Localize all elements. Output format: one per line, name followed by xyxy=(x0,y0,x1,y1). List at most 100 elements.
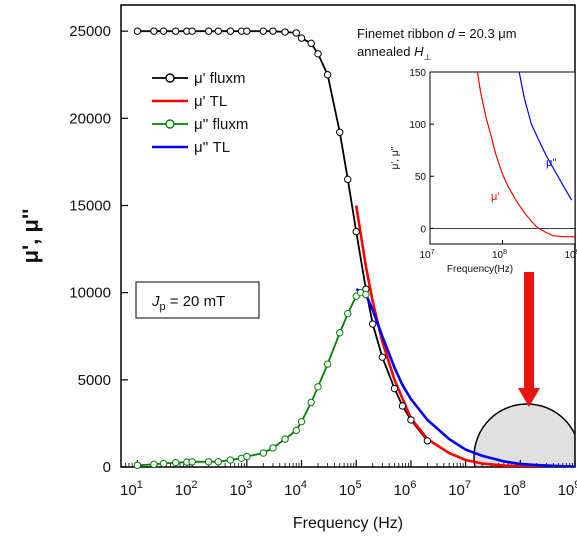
annotation-subscript: p xyxy=(160,301,166,313)
y-tick-label: 20000 xyxy=(69,110,111,127)
series-line-1 xyxy=(354,205,547,467)
inset-series-label: μ'' xyxy=(546,157,557,169)
inset-series-line-0 xyxy=(476,72,575,238)
inset-y-tick-label: 100 xyxy=(409,120,426,131)
series-0-point xyxy=(336,128,344,136)
red-arrow-shaft xyxy=(524,272,534,390)
inset-x-tick-label: 109 xyxy=(564,249,577,261)
series-2-point xyxy=(314,383,322,391)
series-2-point xyxy=(259,449,268,457)
inset-title-line1: Finemet ribbon d = 20.3 μm xyxy=(357,26,517,41)
series-2-point xyxy=(150,460,158,469)
y-tick-label: 25000 xyxy=(69,23,111,40)
annotation-symbol: J xyxy=(151,293,160,310)
series-0-point xyxy=(314,50,322,58)
series-2-point xyxy=(323,360,332,368)
x-tick-label: 105 xyxy=(339,479,362,499)
inset-x-tick-label: 107 xyxy=(419,249,434,261)
x-tick-label: 104 xyxy=(284,479,307,499)
inset-xaxis-label: Frequency(Hz) xyxy=(447,264,513,275)
legend-label: μ'' fluxm xyxy=(194,116,248,133)
series-line-0 xyxy=(137,30,429,442)
series-2-point xyxy=(171,458,180,467)
series-0-point xyxy=(188,27,196,35)
y-tick-label: 0 xyxy=(103,459,111,476)
main-xaxis-label: Frequency (Hz) xyxy=(293,515,403,532)
x-tick-label: 103 xyxy=(229,479,252,499)
inset-axis-ticks: 0 50 100 150 107 108 109 μ'' μ' xyxy=(409,68,577,261)
y-tick-label: 5000 xyxy=(78,372,111,389)
legend-label: μ' fluxm xyxy=(194,70,246,87)
inset-x-tick-label: 108 xyxy=(492,249,507,261)
series-0-point xyxy=(204,27,213,35)
series-0-point xyxy=(226,27,235,35)
series-0-point xyxy=(352,227,360,236)
series-2-point xyxy=(159,459,168,468)
x-tick-label: 106 xyxy=(394,479,417,499)
main-yaxis-label: μ', μ'' xyxy=(18,209,43,264)
series-0-point xyxy=(390,384,399,393)
series-0-point xyxy=(398,402,407,410)
series-0-point xyxy=(307,39,315,48)
series-0-point xyxy=(378,353,387,361)
annotation-text: Jp = 20 mT xyxy=(151,293,225,313)
annotation-box xyxy=(135,281,260,319)
legend-marker xyxy=(165,73,175,83)
inset-y-tick-label: 150 xyxy=(409,68,426,79)
inset-series-group xyxy=(476,72,575,238)
series-0-point xyxy=(297,34,306,42)
inset-series-label: μ' xyxy=(491,191,499,203)
y-tick-label: 15000 xyxy=(69,197,111,214)
series-0-point xyxy=(368,320,377,328)
series-2-point xyxy=(214,458,222,466)
series-2-point xyxy=(188,458,196,466)
series-0-point xyxy=(171,27,180,35)
series-0-point xyxy=(281,28,289,36)
inset-y-tick-label: 0 xyxy=(420,224,426,235)
series-line-2 xyxy=(137,291,367,467)
series-0-point xyxy=(243,27,251,35)
main-marker-group xyxy=(133,27,432,469)
series-2-point xyxy=(307,398,315,407)
series-0-point xyxy=(344,175,352,184)
highlight-circle xyxy=(473,403,575,467)
series-line-3 xyxy=(355,288,575,467)
series-0-point xyxy=(259,27,268,35)
series-0-point xyxy=(407,416,415,424)
series-2-point xyxy=(226,456,235,464)
inset-series-line-1 xyxy=(518,72,573,201)
legend-label: μ' TL xyxy=(194,93,227,110)
legend-marker xyxy=(165,119,175,129)
series-0-point xyxy=(159,27,168,35)
x-tick-label: 108 xyxy=(503,479,526,499)
x-tick-label: 107 xyxy=(448,479,471,499)
series-2-point xyxy=(204,458,213,466)
series-0-point xyxy=(323,71,332,79)
y-tick-label: 10000 xyxy=(69,285,111,302)
series-2-point xyxy=(243,452,251,461)
x-tick-label: 102 xyxy=(175,479,198,499)
series-2-point xyxy=(292,426,300,435)
legend-label: μ'' TL xyxy=(194,139,230,156)
series-0-point xyxy=(133,27,142,35)
legend: μ' fluxm μ' TL μ'' fluxm μ'' TL xyxy=(152,70,248,156)
series-2-point xyxy=(297,417,306,426)
series-0-point xyxy=(292,29,300,37)
series-0-point xyxy=(269,27,277,35)
x-tick-label: 109 xyxy=(558,479,577,499)
inset-yaxis-label: μ', μ'' xyxy=(390,147,401,170)
series-0-point xyxy=(423,437,432,445)
red-arrow-head xyxy=(518,388,540,407)
inset-title-line2: annealed H⊥ xyxy=(357,44,432,62)
inset-plot-frame xyxy=(429,71,576,245)
series-2-point xyxy=(133,461,142,469)
x-tick-label: 101 xyxy=(120,479,143,499)
main-axis-ticks: 0 5000 10000 15000 20000 25000 101 102 103 104 105… xyxy=(69,23,577,499)
series-0-point xyxy=(150,27,158,35)
series-2-point xyxy=(362,290,370,299)
series-0-point xyxy=(214,27,222,35)
inset-y-tick-label: 50 xyxy=(415,172,427,183)
series-2-point xyxy=(344,309,352,318)
annotation-rest: = 20 mT xyxy=(166,293,226,310)
